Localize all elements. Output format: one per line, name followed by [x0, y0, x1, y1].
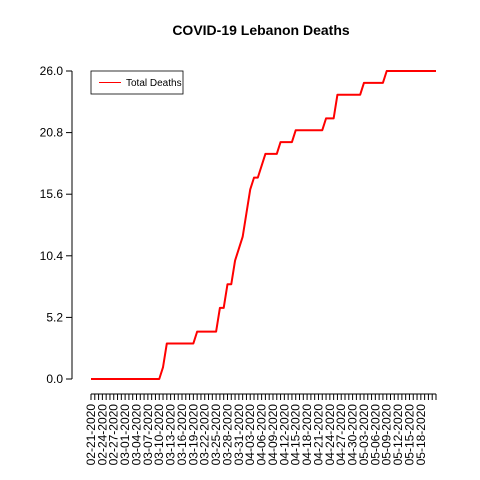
y-tick-label: 0.0 — [46, 372, 63, 386]
x-tick-label: 03-13-2020 — [164, 404, 178, 466]
x-tick-label: 04-09-2020 — [266, 404, 280, 466]
x-tick-label: 05-03-2020 — [357, 404, 371, 466]
x-tick-label: 03-04-2020 — [129, 404, 143, 466]
x-tick-label: 02-21-2020 — [84, 404, 98, 466]
x-tick-label: 03-28-2020 — [220, 404, 234, 466]
x-tick-label: 04-12-2020 — [277, 404, 291, 466]
x-tick-label: 03-25-2020 — [209, 404, 223, 466]
x-tick-label: 03-19-2020 — [186, 404, 200, 466]
x-tick-label: 04-30-2020 — [346, 404, 360, 466]
x-tick-label: 04-27-2020 — [334, 404, 348, 466]
series-line-total-deaths — [91, 70, 436, 380]
x-tick-label: 03-22-2020 — [198, 404, 212, 466]
x-tick-label: 02-24-2020 — [95, 404, 109, 466]
x-axis: 02-21-202002-24-202002-27-202003-01-2020… — [84, 393, 437, 466]
x-tick-label: 05-12-2020 — [391, 404, 405, 466]
x-tick-label: 05-09-2020 — [380, 404, 394, 466]
y-tick-label: 5.2 — [46, 310, 63, 324]
series-layer — [91, 70, 436, 380]
x-tick-label: 03-16-2020 — [175, 404, 189, 466]
legend-label-total-deaths: Total Deaths — [126, 78, 182, 89]
y-tick-label: 15.6 — [40, 187, 64, 201]
y-axis: 0.0 5.2 10.4 15.6 20.8 26.0 — [40, 64, 73, 386]
x-tick-label: 04-24-2020 — [323, 404, 337, 466]
x-tick-label: 04-15-2020 — [289, 404, 303, 466]
x-tick-label: 03-01-2020 — [118, 404, 132, 466]
y-tick-label: 26.0 — [40, 64, 64, 78]
legend: Total Deaths — [90, 70, 184, 95]
x-tick-label: 03-31-2020 — [232, 404, 246, 466]
chart-title: COVID-19 Lebanon Deaths — [172, 22, 350, 38]
x-tick-label: 03-10-2020 — [152, 404, 166, 466]
y-tick-label: 10.4 — [40, 249, 64, 263]
x-tick-label: 04-03-2020 — [243, 404, 257, 466]
x-tick-label: 04-18-2020 — [300, 404, 314, 466]
y-tick-label: 20.8 — [40, 126, 64, 140]
x-tick-label: 04-21-2020 — [311, 404, 325, 466]
x-tick-label: 05-15-2020 — [402, 404, 416, 466]
x-tick-label: 03-07-2020 — [141, 404, 155, 466]
legend-box — [90, 70, 184, 95]
x-tick-label: 05-18-2020 — [414, 404, 428, 466]
x-tick-label: 05-06-2020 — [368, 404, 382, 466]
x-tick-label: 04-06-2020 — [255, 404, 269, 466]
x-tick-label: 02-27-2020 — [107, 404, 121, 466]
